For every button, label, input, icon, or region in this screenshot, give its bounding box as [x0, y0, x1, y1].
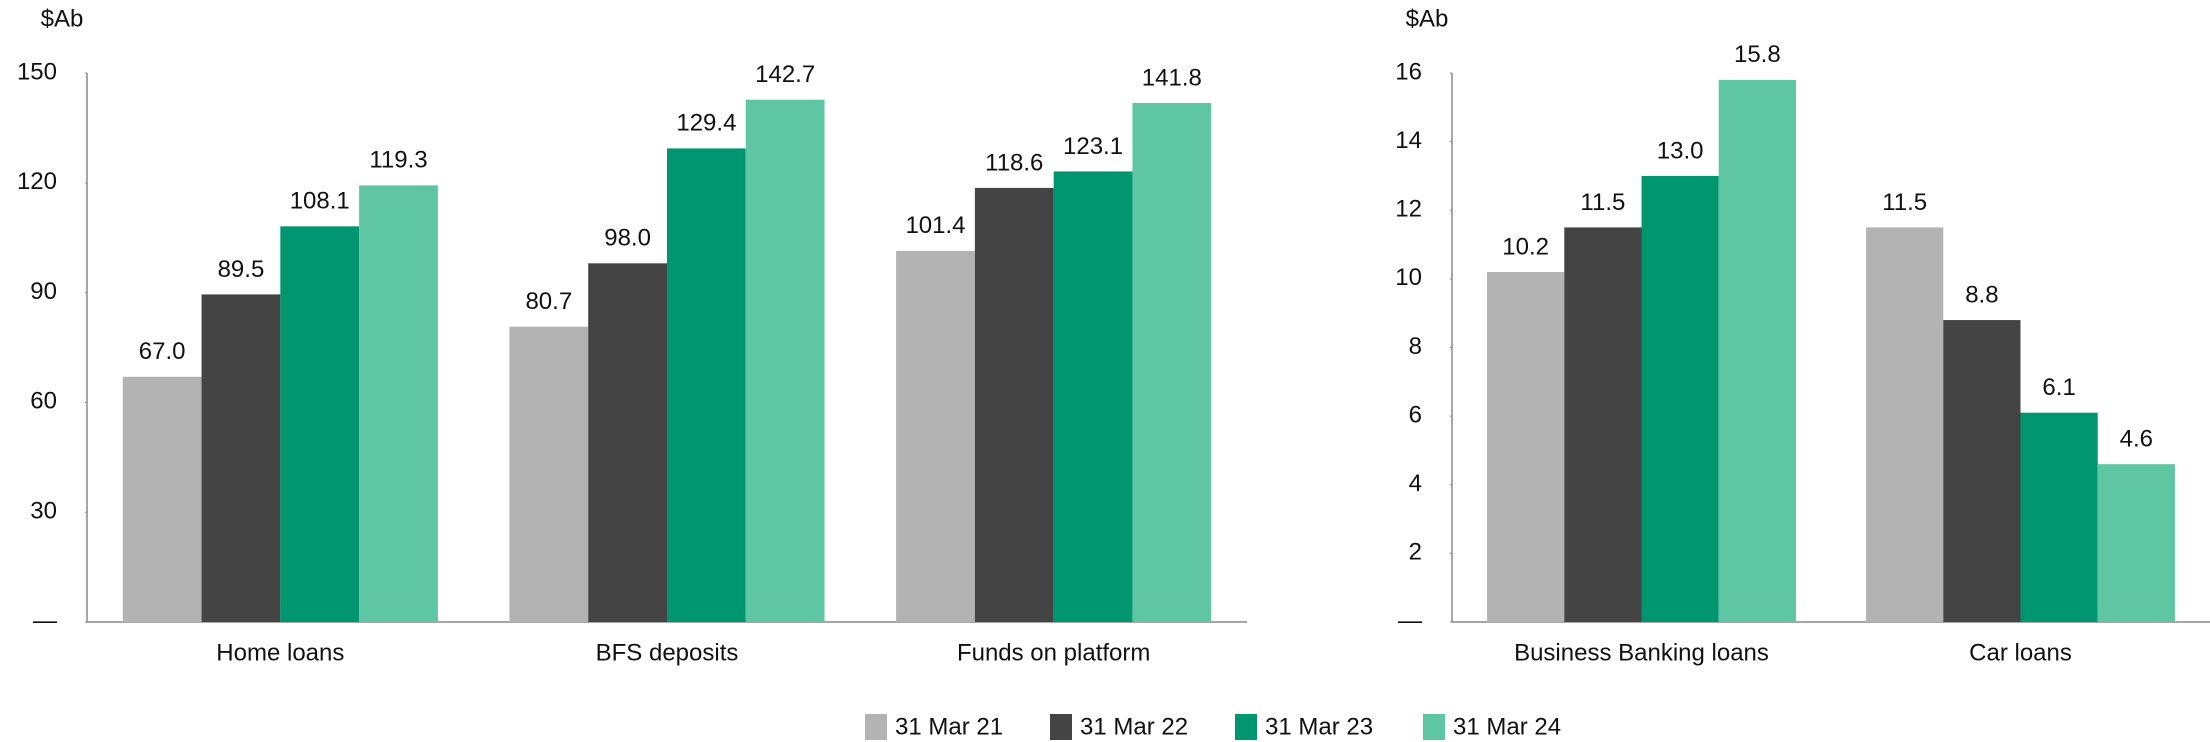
- x-tick-label: Funds on platform: [957, 639, 1150, 666]
- bar: [280, 226, 360, 622]
- value-label: 15.8: [1734, 41, 1781, 68]
- bar: [1641, 175, 1719, 622]
- y-tick-label: 150: [17, 58, 57, 85]
- legend-swatch: [1423, 714, 1445, 740]
- legend-label: 31 Mar 22: [1080, 713, 1188, 740]
- value-label: 89.5: [218, 256, 265, 283]
- legend-swatch: [1235, 714, 1257, 740]
- value-label: 80.7: [525, 288, 572, 315]
- legend-label: 31 Mar 21: [895, 713, 1003, 740]
- y-tick-label: 90: [30, 278, 57, 305]
- value-label: 11.5: [1882, 189, 1927, 216]
- x-tick-label: Car loans: [1969, 639, 2072, 666]
- bar: [2097, 464, 2175, 622]
- bar: [359, 185, 438, 622]
- legend-swatch: [865, 714, 887, 740]
- value-label: 119.3: [369, 147, 427, 174]
- value-label: 118.6: [985, 149, 1043, 176]
- value-label: 4.6: [2120, 426, 2153, 453]
- legend-swatch: [1050, 714, 1072, 740]
- bar: [1718, 79, 1796, 623]
- y-tick-label: 16: [1395, 58, 1422, 85]
- y-tick-label: 30: [30, 498, 57, 525]
- bar: [1866, 227, 1944, 622]
- y-tick-label: 8: [1409, 333, 1422, 360]
- value-label: 101.4: [905, 212, 965, 239]
- bar: [122, 376, 202, 622]
- y-tick-label: 12: [1395, 196, 1422, 223]
- value-label: 141.8: [1142, 64, 1202, 91]
- value-label: 142.7: [755, 61, 815, 88]
- bar: [588, 263, 667, 622]
- value-label: 8.8: [1965, 281, 1998, 308]
- x-tick-label: Home loans: [216, 639, 344, 666]
- bar: [745, 99, 825, 622]
- value-label: 129.4: [676, 110, 736, 137]
- bar: [2020, 412, 2098, 622]
- y-tick-label: 10: [1395, 264, 1422, 291]
- y-tick-label: 4: [1409, 470, 1422, 497]
- x-tick-label: BFS deposits: [596, 639, 739, 666]
- bar: [667, 148, 746, 622]
- y-tick-label: —: [1398, 607, 1422, 634]
- y-axis-label: $Ab: [1406, 5, 1449, 32]
- value-label: 10.2: [1502, 233, 1549, 260]
- value-label: 67.0: [139, 338, 186, 365]
- bar: [974, 187, 1054, 622]
- legend-label: 31 Mar 23: [1265, 713, 1373, 740]
- bar: [1132, 103, 1212, 622]
- bar: [1487, 272, 1565, 622]
- bar: [896, 250, 975, 622]
- value-label: 6.1: [2042, 374, 2075, 401]
- y-tick-label: 120: [17, 168, 57, 195]
- value-label: 13.0: [1657, 137, 1704, 164]
- y-tick-label: 6: [1409, 401, 1422, 428]
- bar: [1943, 320, 2021, 622]
- value-label: 98.0: [604, 225, 651, 252]
- bar: [1053, 171, 1133, 623]
- y-tick-label: 2: [1409, 539, 1422, 566]
- value-label: 123.1: [1063, 133, 1123, 160]
- y-tick-label: 14: [1395, 127, 1422, 154]
- y-tick-label: —: [33, 607, 57, 634]
- bar: [201, 294, 281, 622]
- x-tick-label: Business Banking loans: [1514, 639, 1769, 666]
- bar: [509, 326, 589, 622]
- value-label: 108.1: [290, 188, 350, 215]
- bar: [1564, 227, 1642, 622]
- y-tick-label: 60: [30, 388, 57, 415]
- legend-label: 31 Mar 24: [1453, 713, 1561, 740]
- y-axis-label: $Ab: [41, 5, 84, 32]
- value-label: 11.5: [1580, 189, 1625, 216]
